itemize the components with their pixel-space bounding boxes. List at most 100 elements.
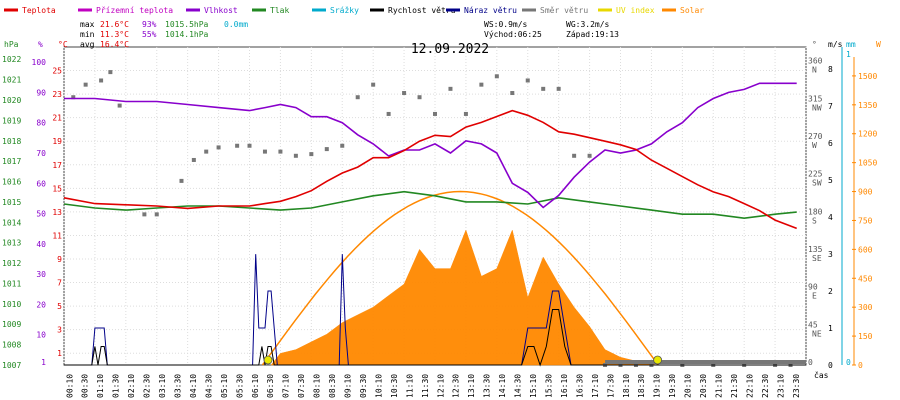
tick-pct: 50 <box>36 210 46 219</box>
tick-hpa: 1021 <box>2 76 21 85</box>
tick-time: 23:30 <box>792 374 801 398</box>
tick-mm: 1 <box>846 50 851 59</box>
tick-c: 25 <box>52 67 62 76</box>
wind-dir-point <box>433 111 437 116</box>
sun-curve <box>261 190 659 366</box>
tick-pct: 10 <box>36 331 46 340</box>
tick-hpa: 1018 <box>2 137 21 146</box>
stat-min-label: min <box>80 30 95 39</box>
tick-c: 23 <box>52 90 62 99</box>
wind-dir-point <box>154 212 159 217</box>
tick-deg: 360 <box>808 57 823 66</box>
stat-rain: 0.0mm <box>224 20 248 29</box>
stat-avg-label: avg <box>80 40 95 49</box>
tick-pct: 100 <box>32 58 47 67</box>
wind-dir-point <box>108 70 113 75</box>
tick-dir: NE <box>812 329 822 338</box>
tick-time: 16:30 <box>575 374 584 398</box>
axis-unit-deg: ° <box>812 40 817 49</box>
tick-hpa: 1022 <box>2 55 21 64</box>
tick-c: 19 <box>52 137 62 146</box>
tick-time: 11:30 <box>421 374 430 398</box>
tick-time: 08:10 <box>313 374 322 398</box>
wind-dir-point <box>525 78 530 83</box>
axis-unit-pct: % <box>38 40 43 49</box>
chart-date: 12.09.2022 <box>411 42 489 57</box>
axis-unit-ms: m/s <box>828 40 843 49</box>
tick-ms: 7 <box>828 102 833 111</box>
tick-deg: 135 <box>808 245 823 254</box>
tick-dir: NW <box>812 103 822 112</box>
wind-dir-point <box>371 82 376 87</box>
axis-unit-time: čas <box>814 370 829 380</box>
tick-deg: 270 <box>808 132 823 141</box>
stat-min-hum: 55% <box>142 30 157 39</box>
tick-time: 15:10 <box>529 374 538 398</box>
tick-w: 450 <box>858 274 873 283</box>
tick-hpa: 1009 <box>2 320 21 329</box>
tick-time: 17:10 <box>591 374 600 398</box>
uv-marker <box>263 355 273 365</box>
stat-max-press: 1015.5hPa <box>165 20 209 29</box>
tick-pct: 70 <box>36 149 46 158</box>
tick-pct: 20 <box>36 300 46 309</box>
tick-ms: 1 <box>828 324 833 333</box>
tick-ms: 2 <box>828 287 833 296</box>
stat-min-press: 1014.1hPa <box>165 30 209 39</box>
tick-dir: N <box>812 66 817 75</box>
tick-time: 11:10 <box>405 374 414 398</box>
axis-unit-c: °C <box>58 40 68 49</box>
wind-dir-point <box>179 178 184 183</box>
tick-deg: 225 <box>808 170 823 179</box>
stat-max-label: max <box>80 20 95 29</box>
wind-dir-point <box>278 149 283 154</box>
tick-time: 12:30 <box>452 374 461 398</box>
tick-w: 750 <box>858 216 873 225</box>
tick-c: 1 <box>57 349 62 358</box>
stat-max-hum: 93% <box>142 20 157 29</box>
wind-dir-point <box>309 152 314 157</box>
tick-hpa: 1019 <box>2 116 21 125</box>
tick-c: 11 <box>52 231 62 240</box>
axis-unit-hpa: hPa <box>4 40 19 49</box>
tick-w: 1350 <box>858 101 877 110</box>
legend-label: Srážky <box>330 6 359 15</box>
tick-dir: W <box>812 141 817 150</box>
tick-ms: 8 <box>828 65 833 74</box>
legend-label: UV index <box>616 6 655 15</box>
wind-dir-point <box>479 82 484 87</box>
grid <box>63 47 807 365</box>
tick-hpa: 1011 <box>2 279 21 288</box>
wind-dir-point <box>448 86 453 91</box>
tick-hpa: 1015 <box>2 198 21 207</box>
wind-dir-point <box>587 153 592 158</box>
wind-dir-point <box>235 143 240 148</box>
tick-pct: 60 <box>36 179 46 188</box>
tick-c: 7 <box>57 279 62 288</box>
tick-hpa: 1008 <box>2 341 21 350</box>
tick-w: 1500 <box>858 72 877 81</box>
tick-time: 01:30 <box>112 374 121 398</box>
wind-dir-point <box>572 153 577 158</box>
wind-dir-point <box>142 212 147 217</box>
tick-mm: 0 <box>846 358 851 367</box>
tick-deg: 315 <box>808 94 823 103</box>
tick-c: 21 <box>52 114 62 123</box>
axis-unit-w: W <box>876 40 881 49</box>
tick-time: 01:10 <box>96 374 105 398</box>
tick-time: 12:10 <box>436 374 445 398</box>
series-teplota <box>63 109 797 230</box>
tick-time: 23:10 <box>776 374 785 398</box>
wind-dir-point <box>541 86 546 91</box>
tick-w: 900 <box>858 188 873 197</box>
tick-time: 20:10 <box>684 374 693 398</box>
wind-dir-point <box>293 153 298 158</box>
tick-ms: 4 <box>828 213 833 222</box>
uv-marker <box>653 355 662 365</box>
tick-ms: 3 <box>828 250 833 259</box>
legend-label: Náraz větru <box>464 6 517 15</box>
wind-dir-point <box>262 149 267 154</box>
tick-w: 1050 <box>858 159 877 168</box>
